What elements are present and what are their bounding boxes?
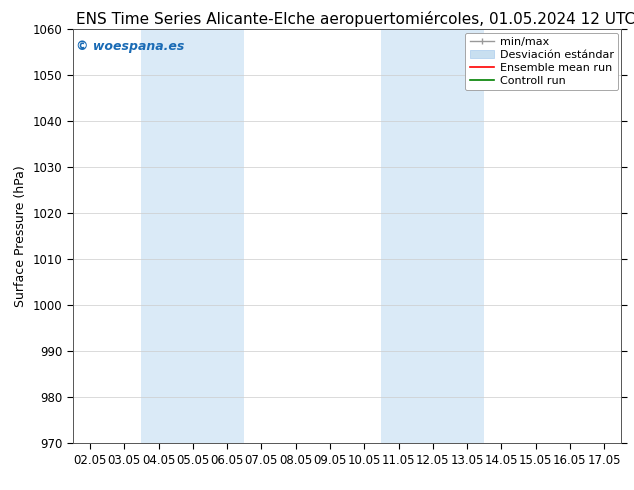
Bar	[382, 29, 484, 443]
Text: © woespana.es: © woespana.es	[75, 40, 184, 53]
Legend: min/max, Desviación estándar, Ensemble mean run, Controll run: min/max, Desviación estándar, Ensemble m…	[465, 33, 618, 90]
Text: ENS Time Series Alicante-Elche aeropuerto: ENS Time Series Alicante-Elche aeropuert…	[77, 12, 405, 27]
Bar	[141, 29, 244, 443]
Text: miércoles, 01.05.2024 12 UTC: miércoles, 01.05.2024 12 UTC	[405, 12, 634, 27]
Y-axis label: Surface Pressure (hPa): Surface Pressure (hPa)	[14, 166, 27, 307]
